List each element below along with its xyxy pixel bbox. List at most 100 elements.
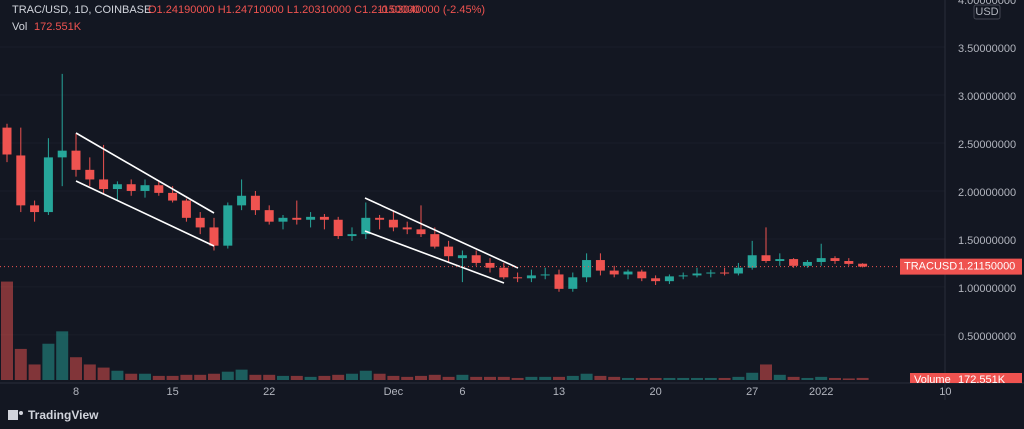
candle-body [499,267,509,278]
volume-bar [97,367,110,380]
volume-bar [359,370,372,380]
candle-body [844,261,854,264]
volume-bar [484,376,496,380]
candle-layer [2,73,868,292]
candle-body [595,260,605,271]
volume-bar [856,377,869,380]
price-tag-value: 1.21150000 [958,261,1015,273]
candle-body [430,234,440,247]
candle-body [209,227,219,246]
trend-line [364,230,505,284]
volume-bar [746,372,759,380]
logo-icon [19,411,23,415]
volume-bar [594,375,607,380]
y-tick-label: 3.00000000 [958,91,1016,103]
x-tick-label: 22 [263,386,275,398]
volume-bar [249,374,262,380]
currency-box[interactable] [973,4,1001,20]
candle-body [513,277,523,279]
volume-bar [511,377,524,380]
volume-bar [553,376,565,380]
candle-body [16,155,26,206]
candle-body [181,200,191,218]
y-tick-label: 1.00000000 [958,283,1016,295]
volume-bar [415,375,427,380]
x-tick-label: 10 [939,386,951,398]
volume-bar [1,281,13,380]
candle-body [664,276,674,282]
y-tick-label: 4.00000000 [958,0,1016,7]
volume-bar [677,377,690,380]
volume-bar [842,378,855,380]
candle-body [706,272,716,274]
candle-body [126,184,136,191]
candle-body [195,217,205,228]
volume-layer [1,281,869,380]
volume-bar [566,375,579,380]
trend-line [75,132,215,214]
volume-bar [387,375,400,380]
x-tick-label: 6 [459,386,465,398]
candle-body [830,258,840,262]
volume-bar [608,376,621,380]
candle-body [154,185,164,193]
volume-bar [580,373,593,380]
candle-body [789,259,799,266]
volume-bar [180,374,193,380]
volume-bar [194,374,207,380]
candle-body [361,217,371,235]
symbol: TRAC/USD, 1D, COINBASE [12,4,151,16]
y-tick-label: 2.50000000 [958,139,1016,151]
candle-body [554,274,564,289]
axes: 0.50000000 1.00000000 1.50000000 2.00000000… [0,0,1022,398]
candle-body [568,277,578,289]
candle-body [471,255,481,263]
volume-bar [235,369,248,380]
volume-bar [263,374,276,380]
volume-bar [277,375,289,380]
candle-body [733,267,743,274]
volume-bar [125,373,138,380]
volume-bar [332,374,345,380]
candle-body [306,216,316,220]
brand: TradingView [28,408,99,422]
volume-tag-label: Volume [914,374,951,386]
candle-body [140,185,150,191]
logo-icon [8,410,18,420]
volume-bar [70,357,82,380]
x-tick-label: Dec [384,386,404,398]
volume-bar [56,331,69,380]
volume-bar [14,348,27,380]
volume-bar [539,376,552,380]
x-tick-label: 8 [73,386,79,398]
candle-body [237,195,247,206]
volume-bar [691,377,703,380]
candle-body [278,217,288,222]
candle-body [333,219,343,237]
y-tick-label: 1.50000000 [958,235,1016,247]
candle-body [678,275,688,277]
volume-bar [346,373,358,380]
volume-bar [663,377,676,380]
volume-bar [801,377,814,380]
candle-body [85,169,95,180]
candle-body [375,217,385,220]
currency[interactable]: USD [975,6,998,18]
volume-bar [829,377,841,380]
volume-bar [221,371,234,380]
candle-body [99,179,109,190]
candle-body [582,260,592,278]
volume-bar [111,370,124,380]
candle-body [775,259,785,262]
candle-body [319,216,329,220]
candle-body [540,274,550,276]
y-tick-label: 0.50000000 [958,331,1016,343]
volume-tag [910,373,1022,383]
volume-bar [497,376,510,380]
change: -0.03040000 (-2.45%) [378,4,485,16]
candle-body [43,157,53,213]
volume-bar [470,376,483,380]
volume-bar [401,376,414,380]
